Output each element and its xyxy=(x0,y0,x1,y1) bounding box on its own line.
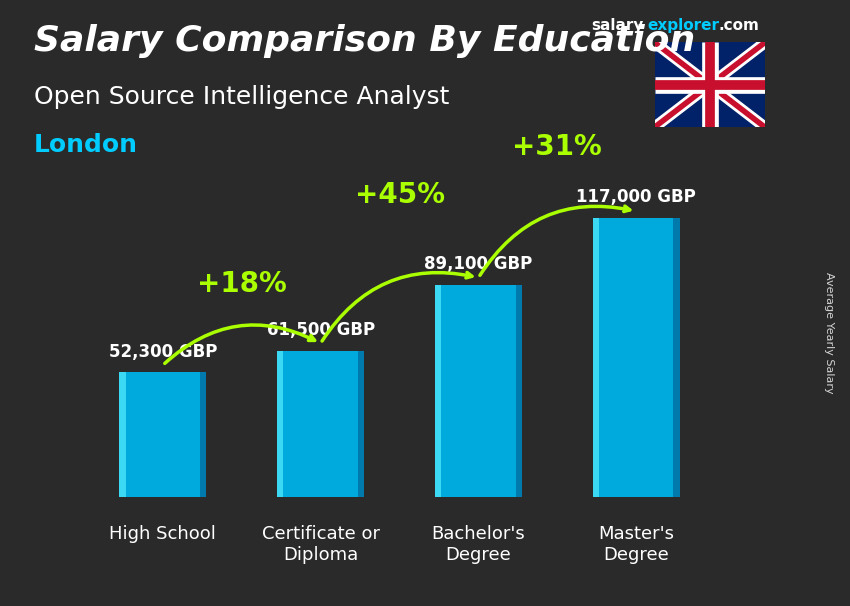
Bar xyxy=(119,373,126,497)
Text: +18%: +18% xyxy=(196,270,286,298)
Text: 89,100 GBP: 89,100 GBP xyxy=(424,255,533,273)
Text: .com: .com xyxy=(718,18,759,33)
Text: explorer: explorer xyxy=(648,18,720,33)
Text: London: London xyxy=(34,133,138,158)
Text: Salary Comparison By Education: Salary Comparison By Education xyxy=(34,24,695,58)
Bar xyxy=(435,285,441,497)
Bar xyxy=(119,373,206,497)
Text: Open Source Intelligence Analyst: Open Source Intelligence Analyst xyxy=(34,85,450,109)
Bar xyxy=(592,218,599,497)
Bar xyxy=(435,285,522,497)
Text: +31%: +31% xyxy=(513,133,603,161)
Text: 117,000 GBP: 117,000 GBP xyxy=(576,188,696,207)
Text: Average Yearly Salary: Average Yearly Salary xyxy=(824,273,834,394)
Bar xyxy=(592,218,680,497)
Text: salary: salary xyxy=(591,18,643,33)
Bar xyxy=(515,285,522,497)
Bar xyxy=(200,373,207,497)
Text: 61,500 GBP: 61,500 GBP xyxy=(267,321,375,339)
Text: Certificate or
Diploma: Certificate or Diploma xyxy=(262,525,380,564)
Bar xyxy=(277,350,364,497)
Text: 52,300 GBP: 52,300 GBP xyxy=(109,342,217,361)
Bar xyxy=(277,350,284,497)
Text: Bachelor's
Degree: Bachelor's Degree xyxy=(432,525,525,564)
Bar xyxy=(358,350,364,497)
Text: +45%: +45% xyxy=(354,181,445,208)
Text: Master's
Degree: Master's Degree xyxy=(598,525,674,564)
Bar xyxy=(673,218,680,497)
Text: High School: High School xyxy=(110,525,216,544)
